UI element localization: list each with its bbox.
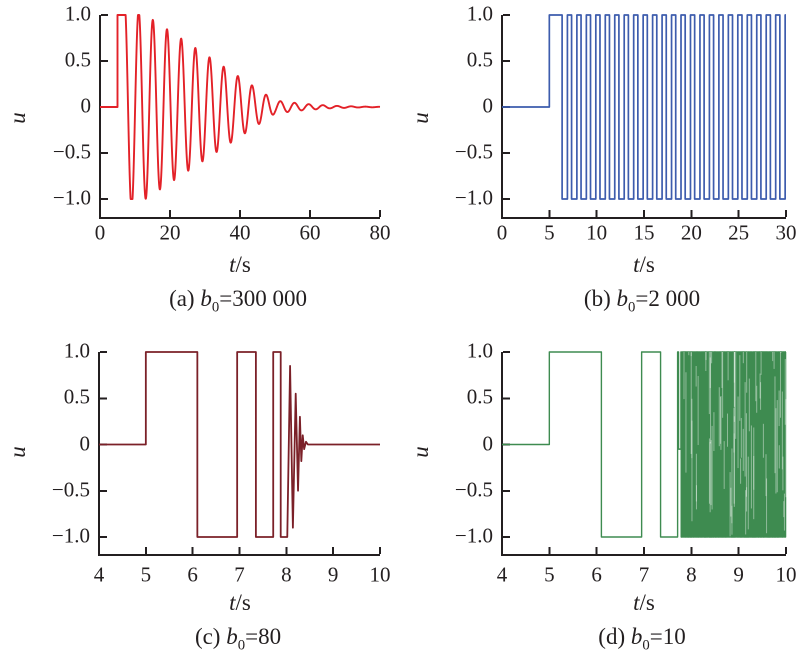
- x-tick-label: 7: [638, 562, 650, 587]
- panel-caption-b: (b) b0=2 000: [583, 286, 701, 316]
- x-tick-label: 5: [140, 562, 152, 587]
- x-tick-label: 40: [229, 220, 251, 245]
- x-tick-label: 6: [187, 562, 198, 587]
- x-tick-label: 5: [544, 562, 555, 587]
- y-tick-label: 0: [482, 431, 494, 455]
- y-axis-label-a: u: [5, 112, 30, 124]
- x-tick-label: 4: [93, 562, 105, 587]
- x-tick-label: 10: [586, 220, 608, 245]
- y-tick-label: 0: [79, 431, 91, 455]
- x-tick-label: 0: [496, 220, 508, 245]
- y-tick-label: 0.5: [466, 47, 493, 72]
- panel-caption-c: (c) b0=80: [194, 624, 282, 654]
- y-tick-label: −1.0: [51, 523, 90, 548]
- y-tick-label: −0.5: [52, 139, 91, 164]
- y-tick-label: 0: [482, 93, 494, 118]
- y-tick-label: −1.0: [52, 185, 91, 210]
- y-tick-label: 0: [80, 93, 92, 118]
- panel-caption-d: (d) b0=10: [598, 624, 686, 654]
- x-tick-label: 5: [544, 220, 555, 245]
- x-axis-label-d: t/s: [633, 590, 655, 615]
- x-tick-label: 20: [159, 220, 181, 245]
- x-tick-label: 4: [496, 562, 508, 587]
- panel-caption-a: (a) b0=300 000: [169, 286, 307, 316]
- y-tick-label: −1.0: [454, 185, 493, 210]
- x-tick-label: 30: [775, 220, 797, 245]
- x-tick-label: 0: [94, 220, 106, 245]
- x-axis-label-c: t/s: [229, 590, 251, 615]
- y-tick-label: 1.0: [466, 1, 493, 26]
- y-tick-label: −0.5: [454, 139, 493, 164]
- x-tick-label: 9: [327, 562, 339, 587]
- x-axis-label-a: t/s: [229, 252, 251, 277]
- x-tick-label: 6: [591, 562, 602, 587]
- x-tick-label: 25: [728, 220, 750, 245]
- y-axis-label-c: u: [5, 446, 30, 458]
- x-tick-label: 8: [686, 562, 697, 587]
- y-tick-label: −0.5: [51, 477, 90, 502]
- y-axis-label-b: u: [408, 112, 433, 124]
- x-tick-label: 10: [775, 562, 797, 587]
- y-tick-label: 1.0: [64, 1, 91, 26]
- y-tick-label: −1.0: [454, 523, 493, 548]
- x-tick-label: 60: [299, 220, 321, 245]
- x-tick-label: 10: [369, 562, 391, 587]
- y-tick-label: 0.5: [63, 384, 90, 409]
- x-tick-label: 80: [369, 220, 391, 245]
- x-tick-label: 9: [733, 562, 744, 587]
- y-tick-label: 0.5: [466, 384, 493, 409]
- x-tick-label: 7: [234, 562, 245, 587]
- y-tick-label: 0.5: [64, 47, 91, 72]
- x-tick-label: 15: [633, 220, 655, 245]
- x-tick-label: 8: [281, 562, 292, 587]
- y-tick-label: 1.0: [466, 338, 493, 363]
- x-axis-label-b: t/s: [633, 252, 655, 277]
- y-tick-label: −0.5: [454, 477, 493, 502]
- y-tick-label: 1.0: [63, 338, 90, 363]
- y-axis-label-d: u: [408, 446, 433, 458]
- x-tick-label: 20: [680, 220, 702, 245]
